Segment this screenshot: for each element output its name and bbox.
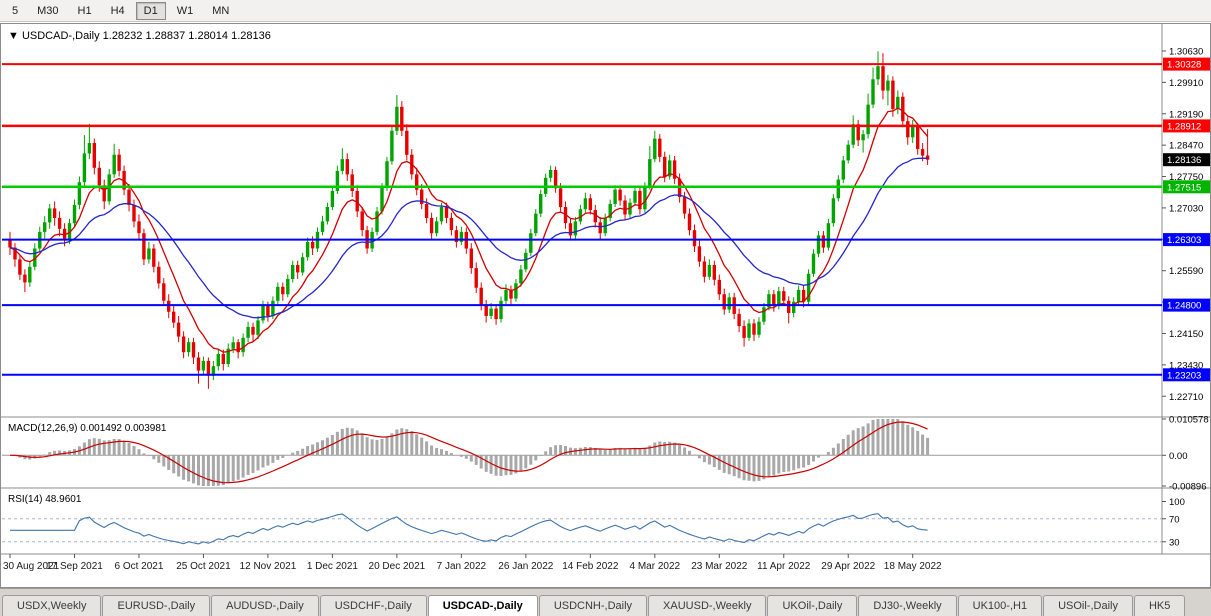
svg-text:4 Mar 2022: 4 Mar 2022: [630, 561, 681, 572]
timeframe-button-h4[interactable]: H4: [110, 4, 125, 17]
chart-title: ▼ USDCAD-,Daily 1.28232 1.28837 1.28014 …: [8, 30, 271, 42]
svg-text:1.23430: 1.23430: [1169, 360, 1203, 371]
timeframe-toolbar: 5 M30 H1 H4 D1 W1 MN: [0, 0, 1211, 22]
svg-text:1.26303: 1.26303: [1167, 235, 1201, 246]
timeframe-button-m30[interactable]: M30: [37, 4, 59, 17]
timeframe-button-w1[interactable]: W1: [176, 4, 194, 17]
svg-text:29 Apr 2022: 29 Apr 2022: [821, 561, 875, 572]
ma-slow-line: [9, 157, 928, 319]
ma-fast-line: [9, 107, 929, 353]
svg-text:1.28470: 1.28470: [1169, 141, 1203, 152]
svg-text:30: 30: [1169, 537, 1180, 548]
svg-text:1.28912: 1.28912: [1167, 121, 1201, 132]
svg-text:1.24800: 1.24800: [1167, 301, 1201, 312]
tab-uk100-h1[interactable]: UK100-,H1: [957, 595, 1043, 616]
price-badge-1.28136: [1163, 153, 1210, 167]
svg-text:1.28136: 1.28136: [1167, 155, 1201, 166]
tab-xauusd-weekly[interactable]: XAUUSD-,Weekly: [648, 595, 767, 616]
macd-readout: MACD(12,26,9) 0.001492 0.003981: [8, 423, 167, 434]
tab-usdcnh-daily[interactable]: USDCNH-,Daily: [538, 595, 648, 616]
chart-symbol-period: USDCAD-,Daily: [22, 30, 100, 42]
svg-text:1.30630: 1.30630: [1169, 47, 1203, 58]
chart-window: 1.30630 1.29910 1.29190 1.28470 1.27750 1.270…: [0, 23, 1211, 588]
svg-text:14 Feb 2022: 14 Feb 2022: [562, 561, 619, 572]
tab-eurusd-daily[interactable]: EURUSD-,Daily: [102, 595, 211, 616]
symbol-dropdown-icon[interactable]: ▼: [8, 30, 19, 42]
price-badge-1.24800: [1163, 298, 1210, 312]
svg-text:1.22710: 1.22710: [1169, 392, 1203, 403]
svg-text:7 Jan 2022: 7 Jan 2022: [437, 561, 487, 572]
timeframe-button-5[interactable]: 5: [12, 4, 19, 17]
macd-indicator: 0.010578 0.00 -0.00896: [2, 415, 1209, 493]
svg-text:0.010578: 0.010578: [1169, 415, 1209, 426]
svg-text:25 Oct 2021: 25 Oct 2021: [176, 561, 231, 572]
chart-canvas[interactable]: 1.30630 1.29910 1.29190 1.28470 1.27750 1.270…: [0, 23, 1211, 588]
svg-text:1.29910: 1.29910: [1169, 78, 1203, 89]
svg-text:100: 100: [1169, 497, 1185, 508]
chart-plot[interactable]: 1.30630 1.29910 1.29190 1.28470 1.27750 1.270…: [0, 23, 1211, 588]
price-badge-1.27515: [1163, 180, 1210, 194]
tab-audusd-daily[interactable]: AUDUSD-,Daily: [211, 595, 319, 616]
tab-usoil-daily[interactable]: USOil-,Daily: [1043, 595, 1133, 616]
price-badge-1.30328: [1163, 57, 1210, 71]
svg-text:1 Dec 2021: 1 Dec 2021: [307, 561, 359, 572]
svg-text:1.23203: 1.23203: [1167, 370, 1201, 381]
rsi-readout: RSI(14) 48.9601: [8, 494, 82, 505]
tab-usdx-weekly[interactable]: USDX,Weekly: [2, 595, 102, 616]
svg-text:23 Mar 2022: 23 Mar 2022: [691, 561, 748, 572]
svg-text:1.25590: 1.25590: [1169, 266, 1203, 277]
svg-text:0.00: 0.00: [1169, 451, 1188, 462]
svg-text:70: 70: [1169, 514, 1180, 525]
tab-ukoil-daily[interactable]: UKOil-,Daily: [767, 595, 858, 616]
svg-text:30 Aug 2021: 30 Aug 2021: [3, 561, 60, 572]
svg-text:6 Oct 2021: 6 Oct 2021: [114, 561, 163, 572]
svg-text:11 Apr 2022: 11 Apr 2022: [757, 561, 811, 572]
svg-text:1.30328: 1.30328: [1167, 60, 1201, 71]
svg-text:1.24150: 1.24150: [1169, 329, 1203, 340]
price-badge-1.28912: [1163, 119, 1210, 133]
svg-text:-0.00896: -0.00896: [1169, 482, 1207, 493]
tab-usdcad-daily[interactable]: USDCAD-,Daily: [427, 595, 538, 616]
tab-hk5[interactable]: HK5: [1133, 595, 1186, 616]
timeframe-button-mn[interactable]: MN: [212, 4, 230, 17]
svg-text:26 Jan 2022: 26 Jan 2022: [498, 561, 553, 572]
candlestick-series: [8, 51, 930, 389]
svg-text:17 Sep 2021: 17 Sep 2021: [46, 561, 103, 572]
chart-tabs-bar: USDX,Weekly EURUSD-,Daily AUDUSD-,Daily USD…: [0, 588, 1211, 616]
chart-frame: [0, 23, 1211, 588]
tab-dj30-weekly[interactable]: DJ30-,Weekly: [858, 595, 957, 616]
timeframe-button-h1[interactable]: H1: [77, 4, 92, 17]
svg-text:1.27750: 1.27750: [1169, 172, 1203, 183]
price-level-badges: 1.30328 1.28912 1.28136 1.27515 1.26303 1.248…: [1163, 57, 1210, 382]
timeframe-button-d1[interactable]: D1: [135, 1, 166, 20]
svg-text:1.27515: 1.27515: [1167, 182, 1201, 193]
price-axis: 1.30630 1.29910 1.29190 1.28470 1.27750 1.270…: [1162, 47, 1203, 403]
price-badge-1.23203: [1163, 368, 1210, 382]
tab-usdchf-daily[interactable]: USDCHF-,Daily: [319, 595, 427, 616]
svg-text:1.29190: 1.29190: [1169, 109, 1203, 120]
svg-text:1.27030: 1.27030: [1169, 203, 1203, 214]
price-badge-1.26303: [1163, 233, 1210, 247]
horizontal-level-lines[interactable]: [2, 63, 1162, 376]
svg-text:18 May 2022: 18 May 2022: [884, 561, 942, 572]
svg-text:12 Nov 2021: 12 Nov 2021: [240, 561, 297, 572]
svg-text:20 Dec 2021: 20 Dec 2021: [369, 561, 426, 572]
rsi-indicator: 100 70 30: [2, 497, 1185, 548]
chart-ohlc-readout: 1.28232 1.28837 1.28014 1.28136: [103, 30, 271, 42]
